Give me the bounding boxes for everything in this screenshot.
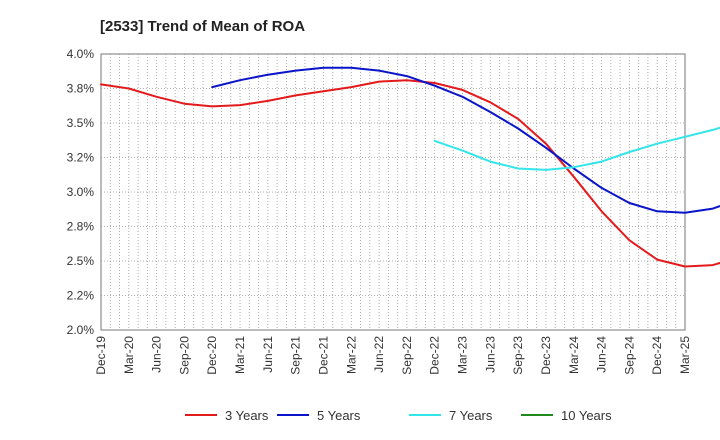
x-tick-label: Mar-24: [567, 336, 581, 374]
chart-title: [2533] Trend of Mean of ROA: [100, 18, 305, 35]
x-tick-label: Dec-22: [428, 336, 442, 375]
x-tick-label: Jun-21: [261, 336, 275, 373]
x-tick-label: Mar-21: [233, 336, 247, 374]
x-tick-label: Sep-23: [511, 336, 525, 375]
x-tick-label: Dec-24: [650, 336, 664, 375]
x-tick-label: Dec-23: [539, 336, 553, 375]
y-tick-label: 3.2%: [67, 151, 95, 165]
y-tick-label: 2.0%: [67, 323, 95, 337]
grid: [101, 54, 685, 330]
series-line-3-years: [100, 79, 720, 268]
y-tick-label: 3.0%: [67, 185, 95, 199]
legend-label: 3 Years: [225, 408, 269, 423]
legend-label: 7 Years: [449, 408, 493, 423]
series-lines: [100, 66, 720, 268]
y-tick-label: 3.5%: [67, 116, 95, 130]
x-tick-label: Dec-20: [205, 336, 219, 375]
x-tick-label: Dec-19: [94, 336, 108, 375]
x-tick-label: Jun-20: [150, 336, 164, 373]
x-tick-label: Jun-23: [483, 336, 497, 373]
x-tick-label: Sep-24: [622, 336, 636, 375]
y-axis-ticks: 2.0% 2.2% 2.5% 2.8% 3.0% 3.2% 3.5% 3.8% 4.0%: [67, 47, 95, 337]
x-tick-label: Mar-23: [456, 336, 470, 374]
y-tick-label: 2.8%: [67, 220, 95, 234]
legend-label: 5 Years: [317, 408, 361, 423]
x-tick-label: Jun-22: [372, 336, 386, 373]
y-tick-label: 2.2%: [67, 289, 95, 303]
x-tick-label: Dec-21: [316, 336, 330, 375]
x-tick-label: Mar-22: [344, 336, 358, 374]
series-line-7-years: [433, 126, 720, 171]
x-tick-label: Mar-25: [678, 336, 692, 374]
legend-label: 10 Years: [561, 408, 612, 423]
y-tick-label: 3.8%: [67, 82, 95, 96]
x-tick-label: Sep-20: [177, 336, 191, 375]
x-tick-label: Mar-20: [122, 336, 136, 374]
y-tick-label: 4.0%: [67, 47, 95, 61]
legend: 3 Years 5 Years 7 Years 10 Years: [185, 408, 612, 423]
x-axis-ticks: Dec-19 Mar-20 Jun-20 Sep-20 Dec-20 Mar-21 Jun-…: [94, 336, 692, 375]
x-tick-label: Sep-21: [289, 336, 303, 375]
y-tick-label: 2.5%: [67, 254, 95, 268]
x-tick-label: Jun-24: [595, 336, 609, 373]
x-tick-label: Sep-22: [400, 336, 414, 375]
series-line-5-years: [211, 66, 720, 214]
